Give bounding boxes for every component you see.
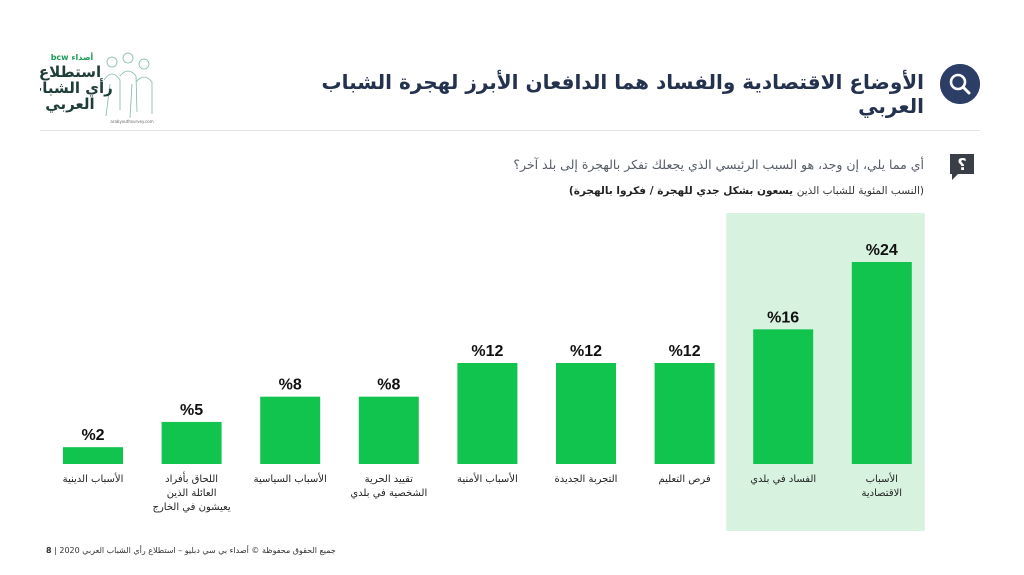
value-label-1: %2 <box>81 427 104 444</box>
arab-youth-survey-logo: bcw أصداء استطلاع رأي الشباب العربي arab… <box>40 52 154 124</box>
value-label-2: %5 <box>180 402 203 419</box>
footer-rights: جميع الحقوق محفوظة © أصداء بي سي دبليو –… <box>59 546 336 555</box>
subtitle-bold: يسعون بشكل جدي للهجرة / فكروا بالهجرة) <box>568 185 794 197</box>
logo-brand: bcw أصداء <box>51 52 94 62</box>
bar-8 <box>753 329 814 464</box>
page-number: 8 <box>46 546 52 555</box>
bar-4 <box>358 396 419 464</box>
bar-3 <box>260 396 321 464</box>
bar-5 <box>457 363 518 464</box>
category-label-2: اللحاق بأفراد العائلة الذين يعيشون في الخا… <box>153 471 231 513</box>
chart-subtitle: (النسب المئوية للشباب الذين يسعون بشكل ج… <box>324 185 924 197</box>
value-label-4: %8 <box>377 377 400 394</box>
bar-1 <box>63 447 123 464</box>
category-label-1: الأسباب الدينية <box>63 472 124 485</box>
header-divider <box>40 130 980 131</box>
bar-7 <box>654 363 715 464</box>
page-title: الأوضاع الاقتصادية والفساد هما الدافعان … <box>321 70 924 118</box>
logo-url: arabyouthsurvey.com <box>110 119 153 124</box>
logo-line3: العربي <box>45 95 94 113</box>
logo-line2: رأي الشباب <box>40 78 113 98</box>
question-icon: ؟ <box>948 152 976 182</box>
category-label-4: تقييد الحرية الشخصية في بلدي <box>350 474 427 499</box>
value-label-3: %8 <box>279 377 302 394</box>
category-label-5: الأسباب الأمنية <box>457 472 518 485</box>
survey-question: أي مما يلي، إن وجد، هو السبب الرئيسي الذ… <box>513 157 924 172</box>
value-label-5: %12 <box>471 343 503 360</box>
category-label-7: فرص التعليم <box>658 474 710 485</box>
value-label-7: %12 <box>669 343 701 360</box>
footer-separator: | <box>54 546 57 555</box>
category-label-9: الأسباب الاقتصادية <box>861 472 902 499</box>
value-label-6: %12 <box>570 343 602 360</box>
bar-2 <box>161 421 222 464</box>
category-label-8: الفساد في بلدي <box>750 474 816 485</box>
value-label-9: %24 <box>866 242 898 259</box>
bar-9 <box>851 262 912 464</box>
value-label-8: %16 <box>767 309 799 326</box>
footer: جميع الحقوق محفوظة © أصداء بي سي دبليو –… <box>40 546 460 555</box>
category-label-6: التجربة الجديدة <box>555 474 618 485</box>
subtitle-prefix: (النسب المئوية للشباب الذين <box>796 185 924 197</box>
svg-text:؟: ؟ <box>957 155 966 174</box>
bar-6 <box>556 363 616 464</box>
category-label-3: الأسباب السياسية <box>254 472 327 485</box>
logo-line1: استطلاع <box>40 63 101 81</box>
search-icon <box>940 64 980 104</box>
